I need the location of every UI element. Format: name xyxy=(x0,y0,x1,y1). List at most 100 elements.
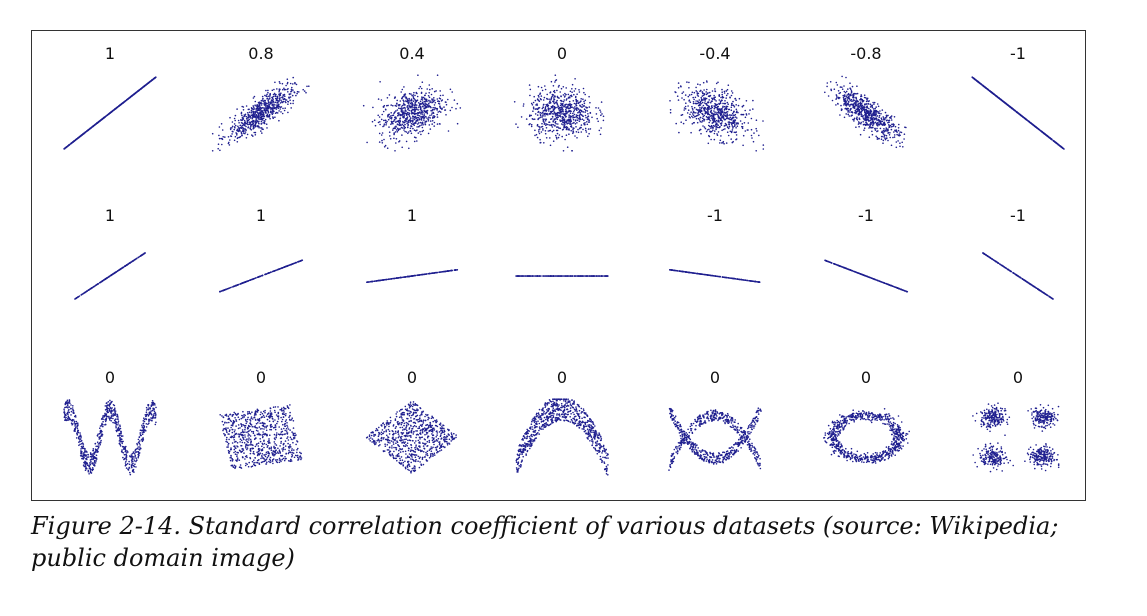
data-point xyxy=(537,85,540,88)
data-point xyxy=(843,94,846,96)
data-point xyxy=(428,116,430,118)
data-point xyxy=(389,115,392,117)
data-point xyxy=(546,93,548,96)
data-point xyxy=(255,111,257,113)
data-point xyxy=(540,98,542,101)
data-point xyxy=(708,128,710,131)
data-point xyxy=(549,144,552,147)
data-point xyxy=(871,106,874,109)
data-point xyxy=(709,130,711,132)
data-point xyxy=(899,142,901,144)
data-point xyxy=(270,102,273,104)
data-point xyxy=(277,107,280,110)
scatter-panel: -0.4 xyxy=(669,44,765,152)
data-point xyxy=(424,98,427,101)
data-point xyxy=(398,113,400,116)
data-point xyxy=(404,126,407,129)
data-point xyxy=(858,102,860,105)
data-point xyxy=(381,139,383,142)
data-point xyxy=(690,131,692,134)
data-point xyxy=(582,98,584,100)
data-point xyxy=(387,115,389,118)
data-point xyxy=(683,98,685,101)
data-point xyxy=(381,142,384,144)
data-point xyxy=(415,122,417,125)
data-point xyxy=(877,121,879,124)
data-point xyxy=(719,139,722,142)
data-point xyxy=(694,96,697,99)
data-point xyxy=(572,107,575,109)
data-point xyxy=(400,109,403,112)
data-point xyxy=(398,104,400,107)
data-point xyxy=(862,121,864,123)
data-point xyxy=(415,104,418,106)
data-point xyxy=(537,107,539,110)
data-point xyxy=(597,120,599,123)
data-point xyxy=(81,293,83,296)
data-point xyxy=(669,100,671,102)
data-point xyxy=(696,121,699,124)
correlation-label: 0 xyxy=(557,44,567,63)
data-point xyxy=(992,93,995,95)
data-point xyxy=(893,131,895,133)
data-point xyxy=(283,93,285,96)
data-point xyxy=(242,123,245,125)
data-point xyxy=(702,115,705,118)
scatter-points xyxy=(211,76,310,152)
data-point xyxy=(425,111,427,114)
data-point xyxy=(292,83,294,85)
data-point xyxy=(420,91,423,94)
data-point xyxy=(708,121,710,124)
data-point xyxy=(572,110,575,113)
data-point xyxy=(881,135,883,138)
data-point xyxy=(542,115,544,117)
data-point xyxy=(580,110,583,112)
data-point xyxy=(131,94,133,97)
data-point xyxy=(572,100,575,102)
data-point xyxy=(705,93,708,96)
data-point xyxy=(414,113,416,115)
data-point xyxy=(244,115,246,118)
data-point xyxy=(864,123,867,126)
data-point xyxy=(246,112,249,114)
data-point xyxy=(578,91,581,93)
data-point xyxy=(303,90,306,92)
data-point xyxy=(729,96,731,98)
data-point xyxy=(537,111,539,114)
data-point xyxy=(560,95,562,98)
data-point xyxy=(406,116,409,118)
data-point xyxy=(714,88,716,90)
data-point xyxy=(575,114,578,116)
data-point xyxy=(716,103,718,106)
data-point xyxy=(597,107,600,109)
data-point xyxy=(744,130,747,132)
data-point xyxy=(413,140,416,143)
data-point xyxy=(143,85,145,88)
data-point xyxy=(418,115,421,117)
data-point xyxy=(408,106,411,108)
data-point xyxy=(584,111,586,113)
data-point xyxy=(585,116,587,119)
data-point xyxy=(391,121,393,123)
data-point xyxy=(718,109,721,111)
data-point xyxy=(699,107,701,109)
data-point xyxy=(715,125,718,128)
data-point xyxy=(585,131,588,133)
data-point xyxy=(563,99,565,101)
data-point xyxy=(845,113,847,115)
data-point xyxy=(571,95,573,98)
data-point xyxy=(587,118,589,120)
data-point xyxy=(995,95,998,98)
data-point xyxy=(275,93,277,96)
data-point xyxy=(548,102,550,104)
data-point xyxy=(887,119,890,122)
data-point xyxy=(554,107,556,109)
data-point xyxy=(836,84,839,86)
data-point xyxy=(571,91,573,93)
data-point xyxy=(402,104,405,106)
data-point xyxy=(271,96,273,99)
data-point xyxy=(860,112,862,114)
data-point xyxy=(572,112,574,115)
data-point xyxy=(388,126,390,128)
data-point xyxy=(545,137,548,139)
